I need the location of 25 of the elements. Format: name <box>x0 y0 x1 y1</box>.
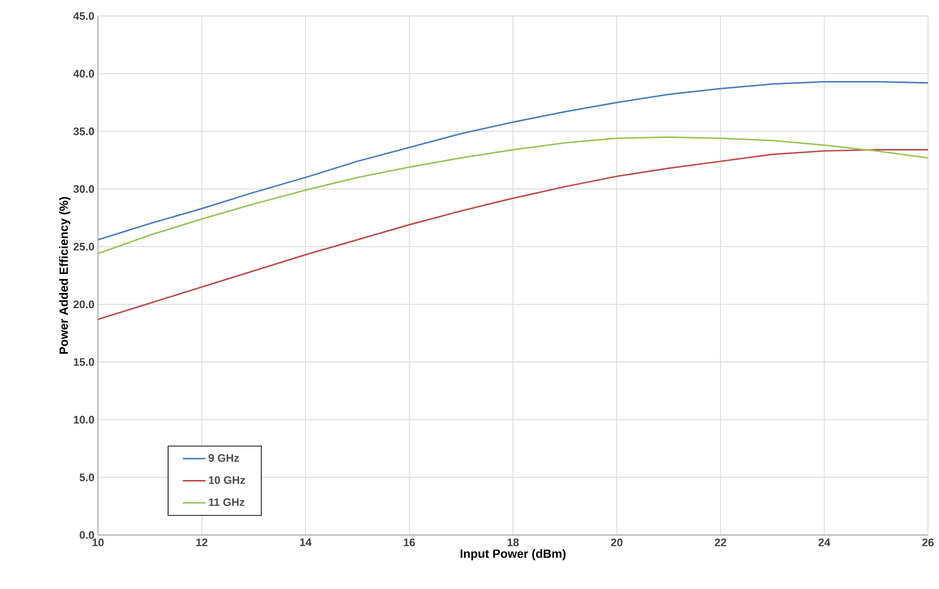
x-tick-label: 22 <box>714 538 726 546</box>
y-tick-label: 15.0 <box>74 358 94 366</box>
x-tick-label: 24 <box>818 538 830 546</box>
legend-label: 11 GHz <box>208 498 244 506</box>
x-tick-label: 16 <box>404 538 415 546</box>
x-tick-label: 18 <box>508 538 519 546</box>
y-tick-label: 35.0 <box>73 127 94 136</box>
line-series <box>98 136 928 254</box>
x-tick-label: 20 <box>611 538 622 546</box>
y-tick-label: 5.0 <box>80 473 94 482</box>
legend-label: 10 GHz <box>208 476 245 484</box>
y-tick-label: 10.0 <box>74 416 94 424</box>
x-tick-label: 10 <box>92 538 104 546</box>
x-tick-label: 12 <box>196 538 208 546</box>
y-tick-label: 0.0 <box>80 531 94 539</box>
x-tick-label: 14 <box>300 538 312 546</box>
y-axis-title: Power Added Efficiency (%) <box>59 197 70 354</box>
x-tick-label: 26 <box>922 538 934 546</box>
y-tick-label: 40.0 <box>73 70 94 78</box>
y-tick-label: 20.0 <box>74 300 94 308</box>
y-tick-label: 25.0 <box>74 242 94 251</box>
x-axis-title: Input Power (dBm) <box>460 549 566 560</box>
legend-label: 9 GHz <box>208 454 239 462</box>
y-tick-label: 45.0 <box>73 12 94 20</box>
y-tick-label: 30.0 <box>73 185 94 193</box>
